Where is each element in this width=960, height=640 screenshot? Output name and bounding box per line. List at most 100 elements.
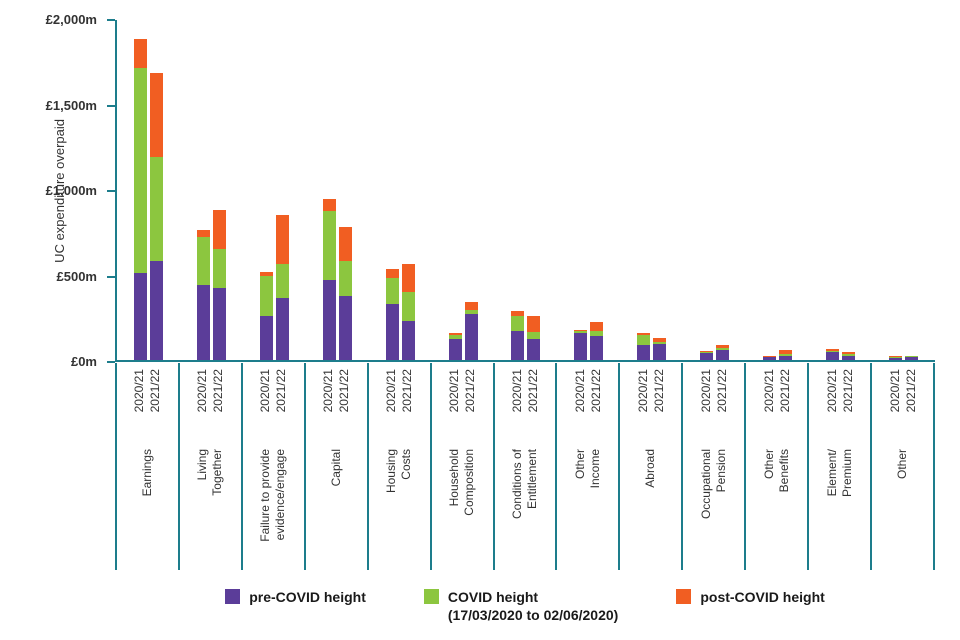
bar-segment [133, 38, 147, 68]
year-label: 2020/21 [761, 369, 776, 413]
bar-segment [212, 248, 226, 289]
y-tick-label: £2,000m [45, 12, 97, 27]
bar-segment [590, 322, 604, 331]
legend-swatch-pre-covid-icon [225, 589, 241, 604]
x-axis-labels: 2020/21 2021/22 Earnings 2020/21 2021/22 Livi… [115, 363, 935, 570]
x-label-cell: 2020/21 2021/22 Other [870, 363, 933, 570]
x-label-cell: 2020/21 2021/22 Failure to provide evidence… [240, 363, 304, 570]
bar-group [369, 20, 432, 360]
bar-segment [716, 345, 730, 349]
category-label: Other Benefits [762, 449, 792, 492]
category-label: Other [895, 449, 910, 479]
bar-segment [464, 309, 478, 314]
year-label: 2020/21 [887, 369, 902, 413]
bar-group [746, 20, 809, 360]
bar-2021-22 [842, 351, 856, 360]
year-label: 2021/22 [651, 369, 666, 413]
bar-segment [338, 295, 352, 360]
bar-segment [149, 72, 163, 157]
bar-segment [842, 354, 856, 356]
year-label: 2020/21 [509, 369, 524, 413]
bar-segment [905, 356, 919, 357]
bar-segment [212, 288, 226, 360]
bars-area [117, 20, 935, 360]
bar-2020-21 [385, 269, 399, 360]
year-labels: 2020/21 2021/22 [825, 369, 855, 431]
category-label-line: Housing [384, 449, 399, 494]
bar-group [872, 20, 935, 360]
bar-group [117, 20, 180, 360]
category-label-line: Capital [328, 449, 343, 487]
x-label-cell: 2020/21 2021/22 Element/Premium [807, 363, 870, 570]
year-labels: 2020/21 2021/22 [573, 369, 603, 431]
bar-group [495, 20, 558, 360]
year-labels: 2020/21 2021/22 [258, 369, 288, 431]
bar-segment [511, 330, 525, 360]
category-label: Housing Costs [384, 449, 414, 493]
bar-segment [842, 351, 856, 355]
category-label: Living Together [195, 449, 225, 496]
year-label: 2021/22 [525, 369, 540, 413]
category-label: Other Income [573, 449, 603, 488]
bar-2021-22 [275, 214, 289, 360]
bar-2020-21 [511, 311, 525, 360]
year-label: 2020/21 [824, 369, 839, 413]
category-label-line: Together [210, 449, 225, 496]
bar-group [557, 20, 620, 360]
bar-2021-22 [590, 322, 604, 360]
year-label: 2021/22 [337, 369, 352, 413]
x-label-cell: 2020/21 2021/22 Earnings [115, 363, 178, 570]
bar-group [432, 20, 495, 360]
year-label: 2020/21 [258, 369, 273, 413]
year-label: 2021/22 [903, 369, 918, 413]
bar-2021-22 [212, 209, 226, 360]
plot-area [115, 20, 935, 362]
category-label-line: Element/ [824, 449, 839, 497]
x-label-cell: 2020/21 2021/22 Abroad [618, 363, 681, 570]
category-label: Capital [329, 449, 344, 486]
bar-2020-21 [637, 332, 651, 360]
bar-2020-21 [574, 330, 588, 360]
bar-segment [574, 332, 588, 360]
bar-segment [716, 349, 730, 360]
bar-segment [779, 355, 793, 360]
bar-segment [889, 357, 903, 358]
year-label: 2021/22 [463, 369, 478, 413]
bar-segment [196, 236, 210, 285]
category-label: Failure to provide evidence/engage [258, 449, 288, 542]
bar-segment [637, 344, 651, 360]
bar-2021-22 [338, 227, 352, 360]
year-labels: 2020/21 2021/22 [384, 369, 414, 431]
y-tick-mark [107, 361, 115, 363]
bar-segment [889, 356, 903, 358]
category-label-line: Earnings [139, 449, 154, 497]
bar-2020-21 [196, 230, 210, 360]
bar-segment [574, 330, 588, 333]
legend: pre-COVID height COVID height (17/03/202… [45, 588, 960, 624]
year-label: 2021/22 [400, 369, 415, 413]
bar-2020-21 [889, 356, 903, 360]
y-tick-label: £500m [56, 268, 97, 284]
bar-segment [149, 156, 163, 261]
bar-2021-22 [653, 337, 667, 360]
y-tick-label: £1,000m [45, 183, 97, 198]
y-tick-mark [107, 275, 115, 278]
legend-label-covid-line2: (17/03/2020 to 02/06/2020) [447, 607, 619, 623]
bar-2020-21 [322, 199, 336, 360]
bar-segment [338, 227, 352, 261]
bar-segment [338, 260, 352, 296]
bar-segment [574, 330, 588, 331]
bar-segment [385, 269, 399, 278]
bar-2021-22 [527, 315, 541, 360]
bar-2021-22 [716, 345, 730, 360]
x-label-cell: 2020/21 2021/22 Household Composition [429, 363, 493, 570]
bar-2020-21 [826, 348, 840, 360]
category-label-line: Pension [713, 449, 728, 493]
bar-segment [322, 279, 336, 360]
y-axis: £2,000m £1,500m £1,000m £500m £0m [0, 0, 115, 400]
year-labels: 2020/21 2021/22 [762, 369, 792, 431]
year-label: 2021/22 [714, 369, 729, 413]
bar-segment [212, 209, 226, 249]
bar-segment [905, 355, 919, 357]
